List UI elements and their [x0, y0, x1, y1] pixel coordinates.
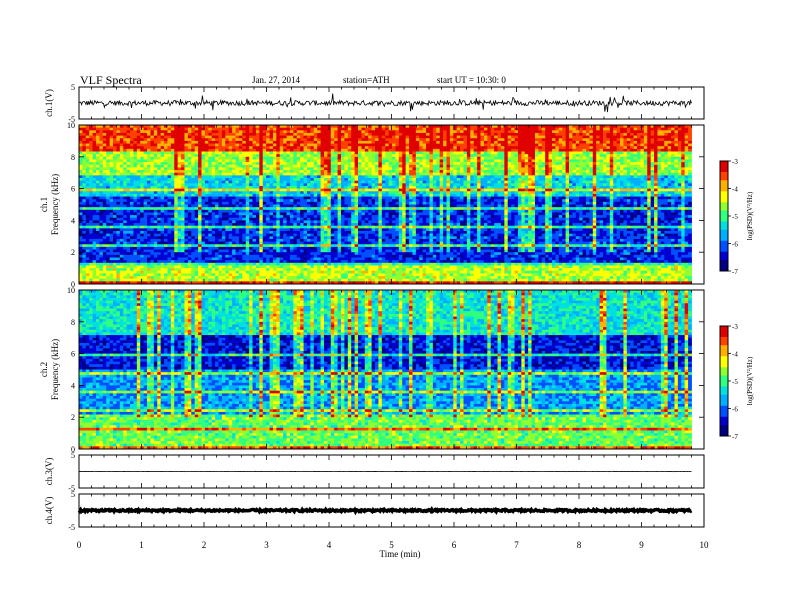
spectrogram-ch2: [79, 290, 692, 449]
y-tick-label: 8: [71, 318, 75, 327]
colorbar-tick-label: -6: [732, 406, 738, 414]
y-axis-title: Frequency (kHz): [50, 174, 60, 235]
y-axis-title: ch.1(V): [44, 89, 54, 117]
colorbar-tick-label: -5: [732, 213, 738, 221]
y-axis-title: ch.4(V): [44, 497, 54, 525]
y-axis-channel-label: ch.1: [39, 197, 49, 212]
colorbar-tick-label: -3: [732, 158, 738, 166]
trace-ch4: [79, 510, 692, 512]
colorbar-tick-label: -4: [732, 351, 738, 359]
colorbar-tick-label: -3: [732, 323, 738, 331]
colorbar-label: log(PSD)(V²/Hz): [746, 356, 754, 405]
start-ut-label: start UT = 10:30: 0: [437, 75, 506, 85]
y-tick-label: 8: [71, 153, 75, 162]
spectrogram-ch1: [79, 125, 692, 284]
y-tick-label: 6: [71, 185, 75, 194]
y-tick-label: 10: [67, 286, 75, 295]
y-tick-label: 2: [71, 413, 75, 422]
y-tick-label: 4: [71, 216, 75, 225]
y-axis-title: ch.3(V): [44, 458, 54, 486]
colorbar-tick-label: -6: [732, 241, 738, 249]
colorbar-tick-label: -7: [732, 268, 738, 276]
x-tick-label: 8: [577, 540, 582, 550]
y-tick-label: 2: [71, 248, 75, 257]
date-label: Jan. 27, 2014: [252, 75, 300, 85]
colorbar-tick-label: -5: [732, 378, 738, 386]
x-tick-label: 7: [514, 540, 519, 550]
panel-ch2-heatmap: -3 -4 -5 -6 -7 log(PSD)(V²/Hz) ch.2 Frequency (…: [39, 286, 754, 454]
x-tick-label: 6: [452, 540, 457, 550]
y-tick-label: 6: [71, 350, 75, 359]
figure-title: VLF Spectra: [80, 73, 142, 87]
x-tick-label: 3: [264, 540, 269, 550]
y-axis-channel-label: ch.2: [39, 362, 49, 377]
y-tick-label: 5: [71, 451, 75, 460]
x-tick-label: 10: [700, 540, 710, 550]
y-tick-label: 4: [71, 381, 75, 390]
y-axis-title: Frequency (kHz): [50, 339, 60, 400]
colorbar-tick-label: -4: [732, 186, 738, 194]
x-tick-label: 4: [327, 540, 332, 550]
colorbar-tick-label: -7: [732, 433, 738, 441]
y-tick-label: 5: [71, 83, 75, 92]
panel-ch1-heatmap: -3 -4 -5 -6 -7 log(PSD)(V²/Hz) ch.1 Frequency (…: [39, 121, 754, 289]
y-tick-label: -5: [68, 523, 75, 532]
station-label: station=ATH: [343, 75, 390, 85]
y-tick-label: 5: [71, 490, 75, 499]
x-tick-label: 0: [77, 540, 82, 550]
x-tick-label: 1: [139, 540, 144, 550]
y-tick-label: 10: [67, 121, 75, 130]
vlf-spectra-figure: VLF Spectra Jan. 27, 2014 station=ATH st…: [0, 0, 792, 612]
x-tick-label: 9: [639, 540, 644, 550]
colorbar-label: log(PSD)(V²/Hz): [746, 191, 754, 240]
x-tick-label: 2: [202, 540, 207, 550]
time-axis-title: Time (min): [380, 549, 421, 559]
